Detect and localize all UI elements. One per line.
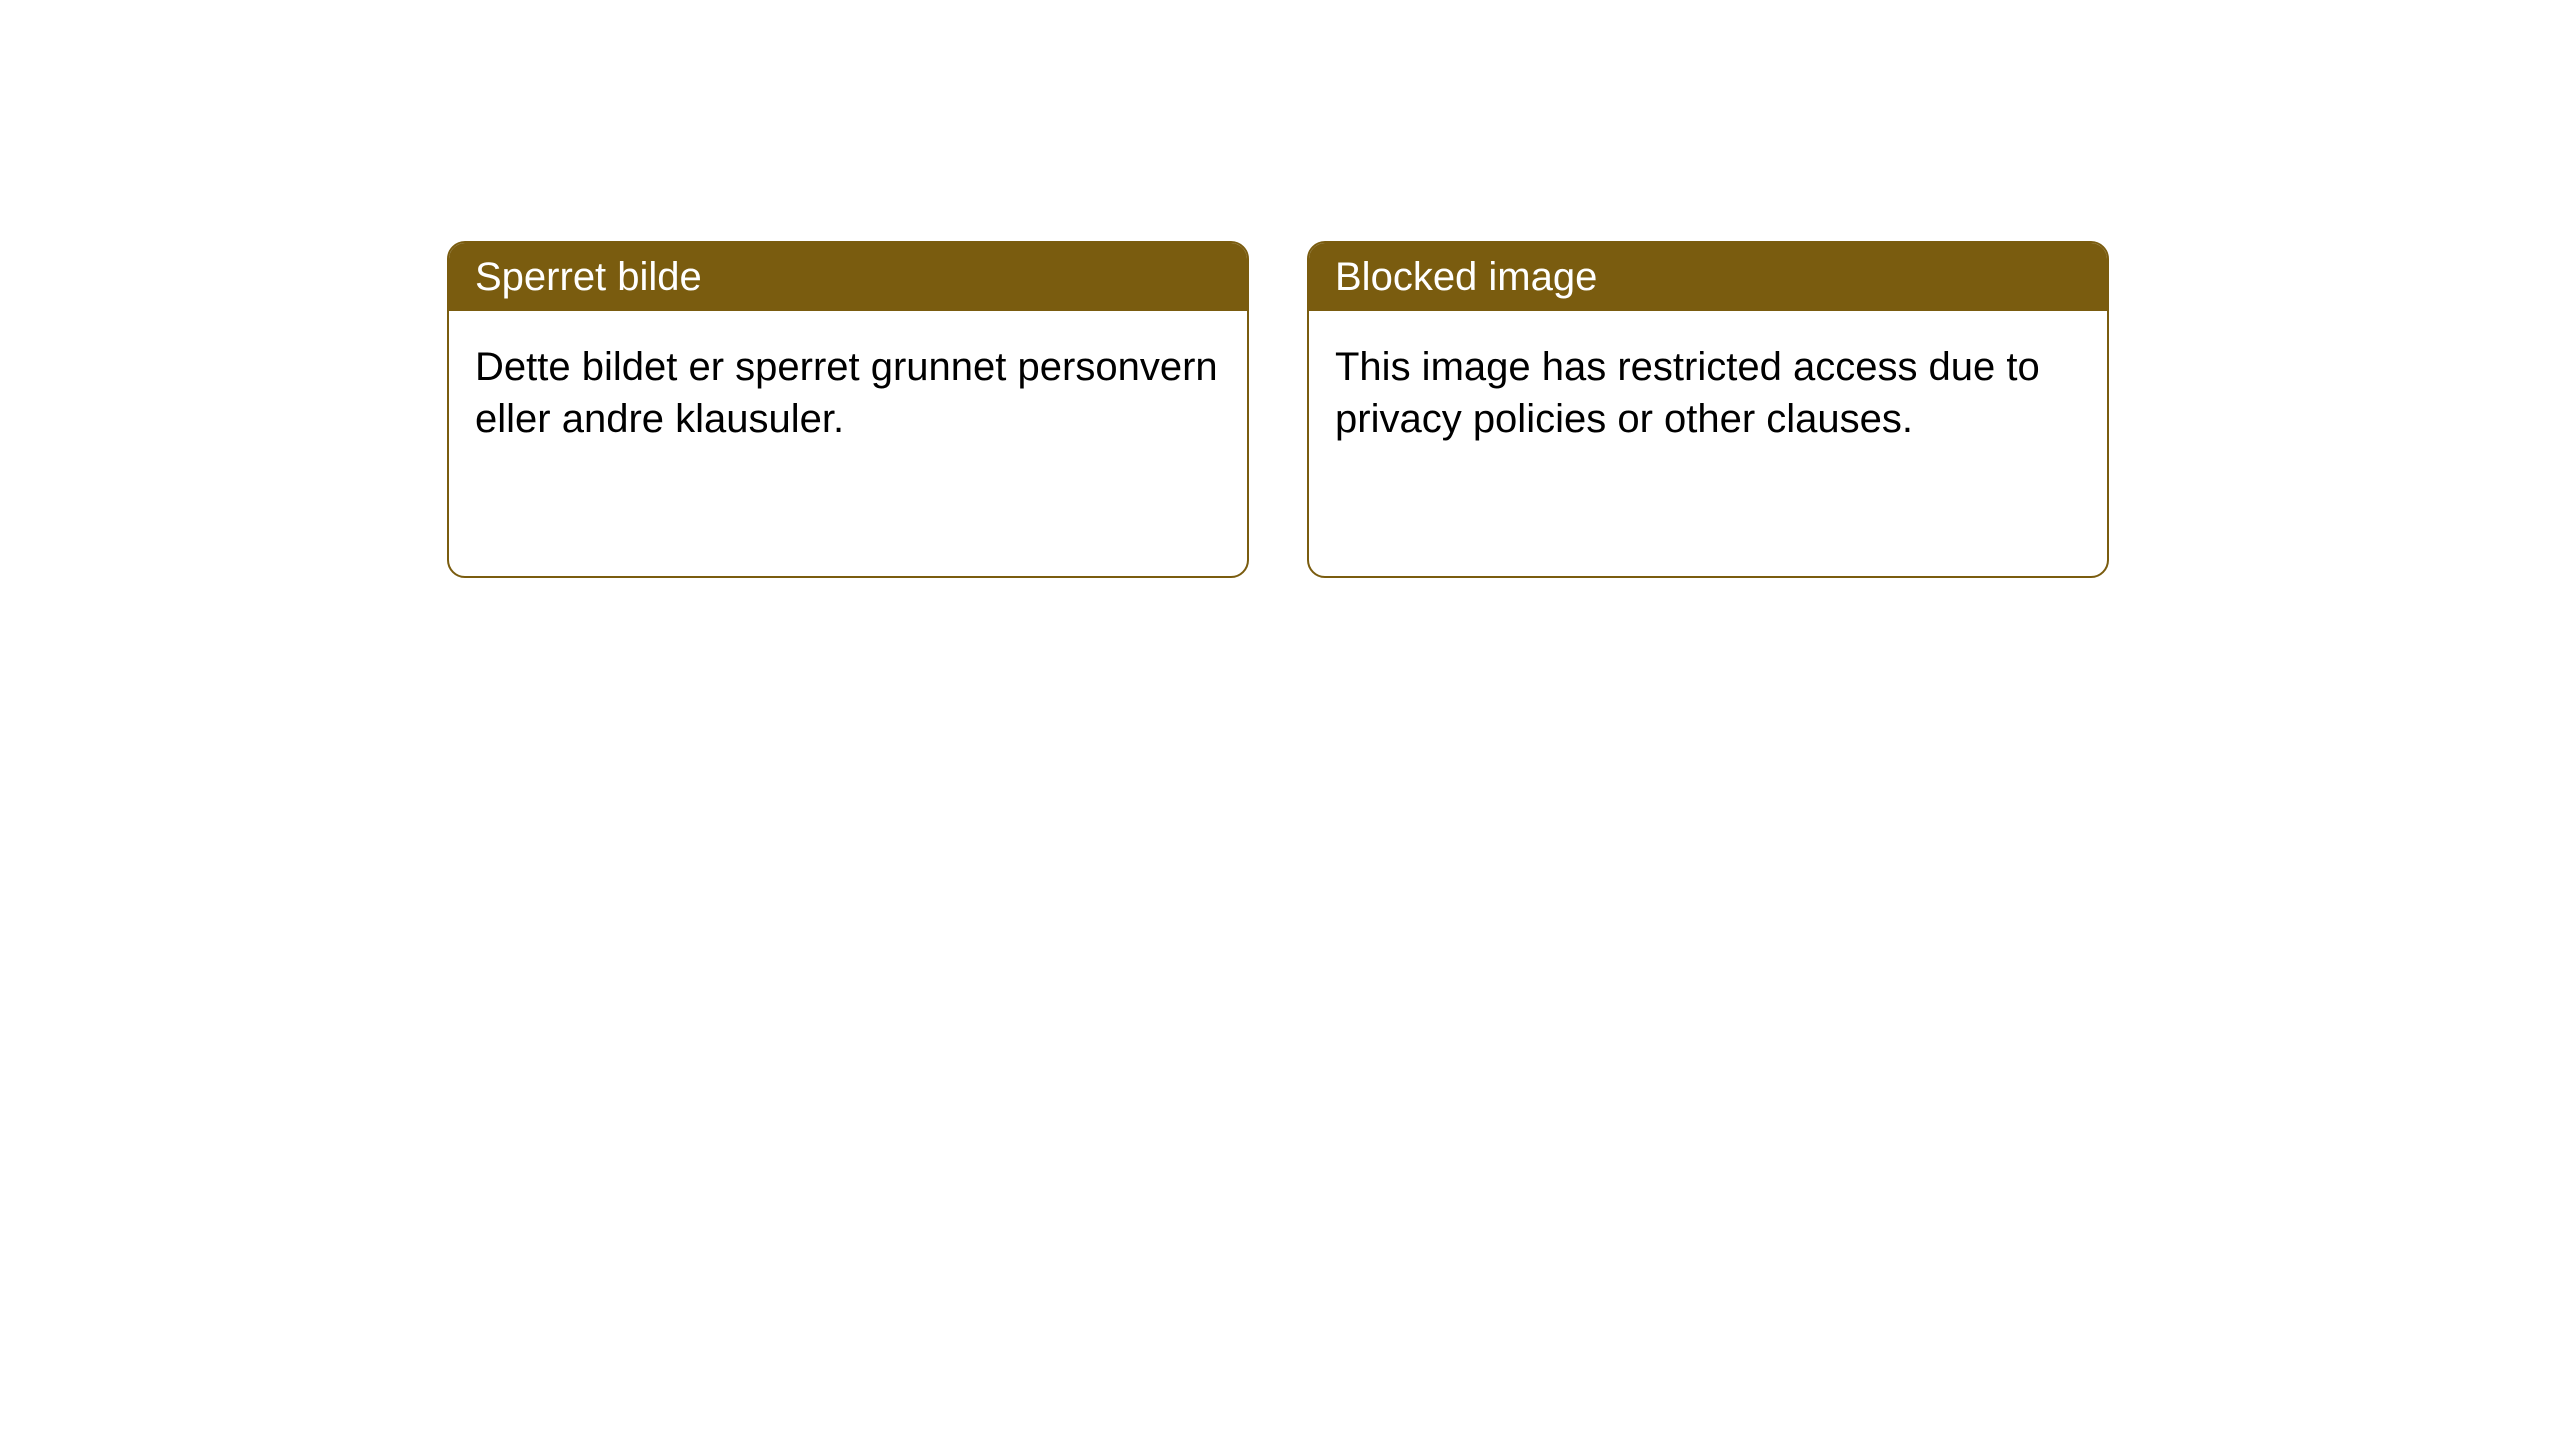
notice-card-english: Blocked image This image has restricted … bbox=[1307, 241, 2109, 578]
card-header: Blocked image bbox=[1309, 243, 2107, 311]
card-body: Dette bildet er sperret grunnet personve… bbox=[449, 311, 1247, 475]
card-header: Sperret bilde bbox=[449, 243, 1247, 311]
notice-cards-container: Sperret bilde Dette bildet er sperret gr… bbox=[447, 241, 2109, 578]
card-body: This image has restricted access due to … bbox=[1309, 311, 2107, 475]
notice-card-norwegian: Sperret bilde Dette bildet er sperret gr… bbox=[447, 241, 1249, 578]
